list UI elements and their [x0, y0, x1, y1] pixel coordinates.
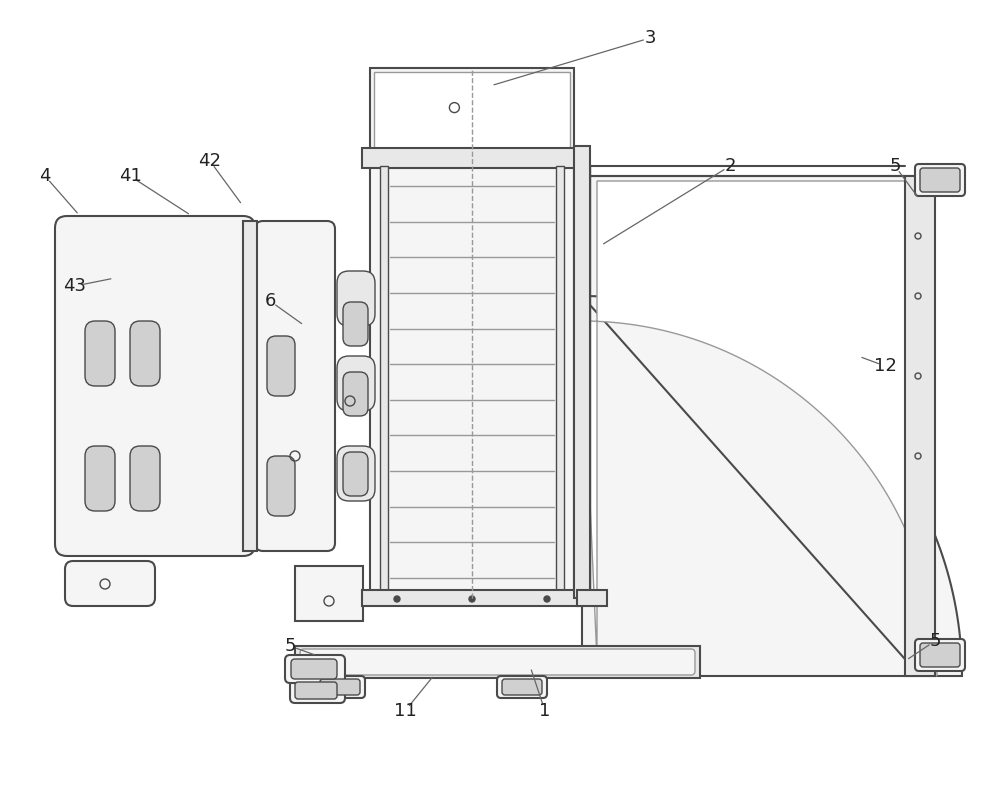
- FancyBboxPatch shape: [291, 659, 337, 679]
- FancyBboxPatch shape: [65, 561, 155, 606]
- Text: 43: 43: [64, 277, 87, 295]
- FancyBboxPatch shape: [55, 216, 255, 556]
- Bar: [370, 166, 574, 598]
- Bar: [362, 148, 582, 168]
- FancyBboxPatch shape: [285, 655, 345, 683]
- Text: 41: 41: [119, 167, 141, 185]
- Text: 6: 6: [264, 292, 276, 310]
- Bar: [380, 166, 388, 598]
- Bar: [574, 146, 590, 598]
- Bar: [362, 590, 582, 606]
- Text: 11: 11: [394, 702, 416, 720]
- FancyBboxPatch shape: [915, 639, 965, 671]
- Polygon shape: [582, 181, 937, 676]
- FancyBboxPatch shape: [343, 452, 368, 496]
- FancyBboxPatch shape: [290, 678, 345, 703]
- FancyBboxPatch shape: [315, 676, 365, 698]
- FancyBboxPatch shape: [920, 168, 960, 192]
- FancyBboxPatch shape: [920, 643, 960, 667]
- FancyBboxPatch shape: [85, 321, 115, 386]
- FancyBboxPatch shape: [300, 649, 695, 675]
- Circle shape: [394, 596, 400, 602]
- Bar: [374, 72, 570, 152]
- FancyBboxPatch shape: [337, 271, 375, 326]
- FancyBboxPatch shape: [320, 679, 360, 695]
- Text: 2: 2: [724, 157, 736, 175]
- FancyBboxPatch shape: [130, 446, 160, 511]
- FancyBboxPatch shape: [915, 164, 965, 196]
- Text: 42: 42: [198, 152, 222, 170]
- Text: 5: 5: [929, 632, 941, 650]
- FancyBboxPatch shape: [255, 221, 335, 551]
- Text: 1: 1: [539, 702, 551, 720]
- FancyBboxPatch shape: [497, 676, 547, 698]
- FancyBboxPatch shape: [267, 456, 295, 516]
- Bar: [295, 646, 700, 678]
- FancyBboxPatch shape: [267, 336, 295, 396]
- Text: 4: 4: [39, 167, 51, 185]
- FancyBboxPatch shape: [343, 372, 368, 416]
- Text: 3: 3: [644, 29, 656, 47]
- FancyBboxPatch shape: [337, 356, 375, 411]
- Bar: [577, 590, 607, 606]
- FancyBboxPatch shape: [343, 302, 368, 346]
- FancyBboxPatch shape: [130, 321, 160, 386]
- Bar: [556, 166, 564, 598]
- Circle shape: [544, 596, 550, 602]
- Polygon shape: [582, 176, 962, 676]
- FancyBboxPatch shape: [337, 446, 375, 501]
- Bar: [243, 221, 257, 551]
- Bar: [905, 176, 935, 676]
- Bar: [370, 68, 574, 156]
- Text: 12: 12: [874, 357, 896, 375]
- Text: 5: 5: [284, 637, 296, 655]
- FancyBboxPatch shape: [295, 682, 337, 699]
- FancyBboxPatch shape: [502, 679, 542, 695]
- Text: 5: 5: [889, 157, 901, 175]
- Bar: [295, 566, 363, 621]
- FancyBboxPatch shape: [85, 446, 115, 511]
- Circle shape: [469, 596, 475, 602]
